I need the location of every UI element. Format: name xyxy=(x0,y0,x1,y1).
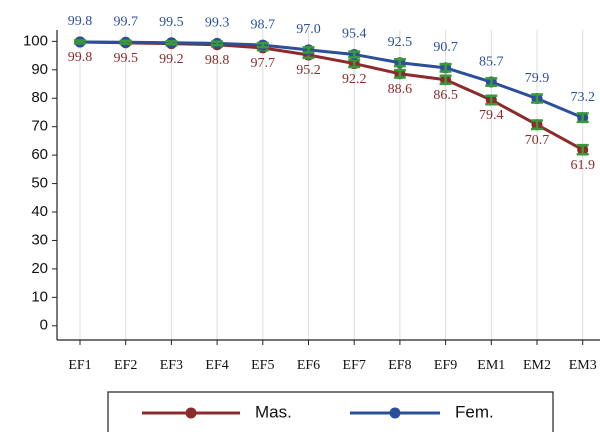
data-label: 99.2 xyxy=(159,52,184,67)
data-label: 92.2 xyxy=(342,72,367,87)
data-label: 88.6 xyxy=(388,82,413,97)
legend-marker xyxy=(185,407,197,419)
error-bar xyxy=(576,143,589,156)
data-label: 92.5 xyxy=(388,35,413,50)
legend-label: Fem. xyxy=(455,402,494,421)
error-bar xyxy=(485,77,498,87)
y-tick-label: 10 xyxy=(31,288,48,305)
error-bar xyxy=(485,94,498,106)
x-tick-label: EM2 xyxy=(523,358,551,373)
error-bar xyxy=(165,40,178,46)
data-label: 95.2 xyxy=(296,63,321,78)
x-tick-label: EF7 xyxy=(343,358,366,373)
data-label: 79.4 xyxy=(479,108,504,123)
y-tick-label: 80 xyxy=(31,89,48,106)
error-bar xyxy=(439,62,452,73)
data-label: 85.7 xyxy=(479,54,504,69)
error-bar xyxy=(256,41,269,49)
x-tick-label: EF8 xyxy=(388,358,411,373)
y-tick-label: 40 xyxy=(31,203,48,220)
error-bar xyxy=(531,119,543,131)
data-label: 99.8 xyxy=(68,50,93,65)
y-tick-label: 30 xyxy=(31,231,48,248)
data-label: 98.7 xyxy=(251,17,276,32)
data-label: 97.0 xyxy=(296,22,321,37)
x-tick-label: EF2 xyxy=(114,358,137,373)
data-label: 98.8 xyxy=(205,53,230,68)
data-label: 73.2 xyxy=(570,90,595,105)
series-line xyxy=(79,40,584,119)
x-tick-label: EF4 xyxy=(205,358,228,373)
data-label: 86.5 xyxy=(433,88,458,103)
y-tick-label: 90 xyxy=(31,61,48,78)
error-bar xyxy=(211,40,224,47)
x-tick-label: EF3 xyxy=(160,358,183,373)
data-label: 97.7 xyxy=(251,56,276,71)
y-tick-label: 60 xyxy=(31,146,48,163)
x-tick-label: EF1 xyxy=(68,358,91,373)
legend-marker xyxy=(389,407,401,419)
error-bar xyxy=(439,74,452,86)
data-label: 99.8 xyxy=(68,14,93,29)
error-bar xyxy=(119,39,132,45)
x-tick-label: EM3 xyxy=(569,358,597,373)
data-label: 90.7 xyxy=(433,40,458,55)
error-bar xyxy=(576,112,589,124)
data-label: 61.9 xyxy=(570,158,595,173)
error-bar xyxy=(531,93,543,104)
error-bar xyxy=(348,50,361,59)
data-label: 79.9 xyxy=(525,71,550,86)
x-tick-label: EF6 xyxy=(297,358,320,373)
y-tick-label: 50 xyxy=(31,175,48,192)
error-bar xyxy=(302,46,315,54)
error-bar xyxy=(348,58,361,69)
y-tick-label: 20 xyxy=(31,260,48,277)
x-tick-label: EM1 xyxy=(477,358,505,373)
error-bar xyxy=(393,68,406,79)
x-tick-label: EF9 xyxy=(434,358,457,373)
y-tick-label: 70 xyxy=(31,118,48,135)
data-label: 99.3 xyxy=(205,16,230,31)
data-label: 99.5 xyxy=(159,15,184,30)
y-tick-label: 100 xyxy=(23,32,48,49)
series-line xyxy=(79,40,584,152)
data-label: 95.4 xyxy=(342,27,367,42)
legend-label: Mas. xyxy=(255,402,292,421)
data-label: 99.5 xyxy=(113,51,138,66)
data-label: 70.7 xyxy=(525,133,550,148)
y-tick-label: 0 xyxy=(40,317,48,334)
data-label: 99.7 xyxy=(113,14,138,29)
error-bar xyxy=(74,39,86,45)
x-tick-label: EF5 xyxy=(251,358,274,373)
error-bar xyxy=(393,58,406,68)
